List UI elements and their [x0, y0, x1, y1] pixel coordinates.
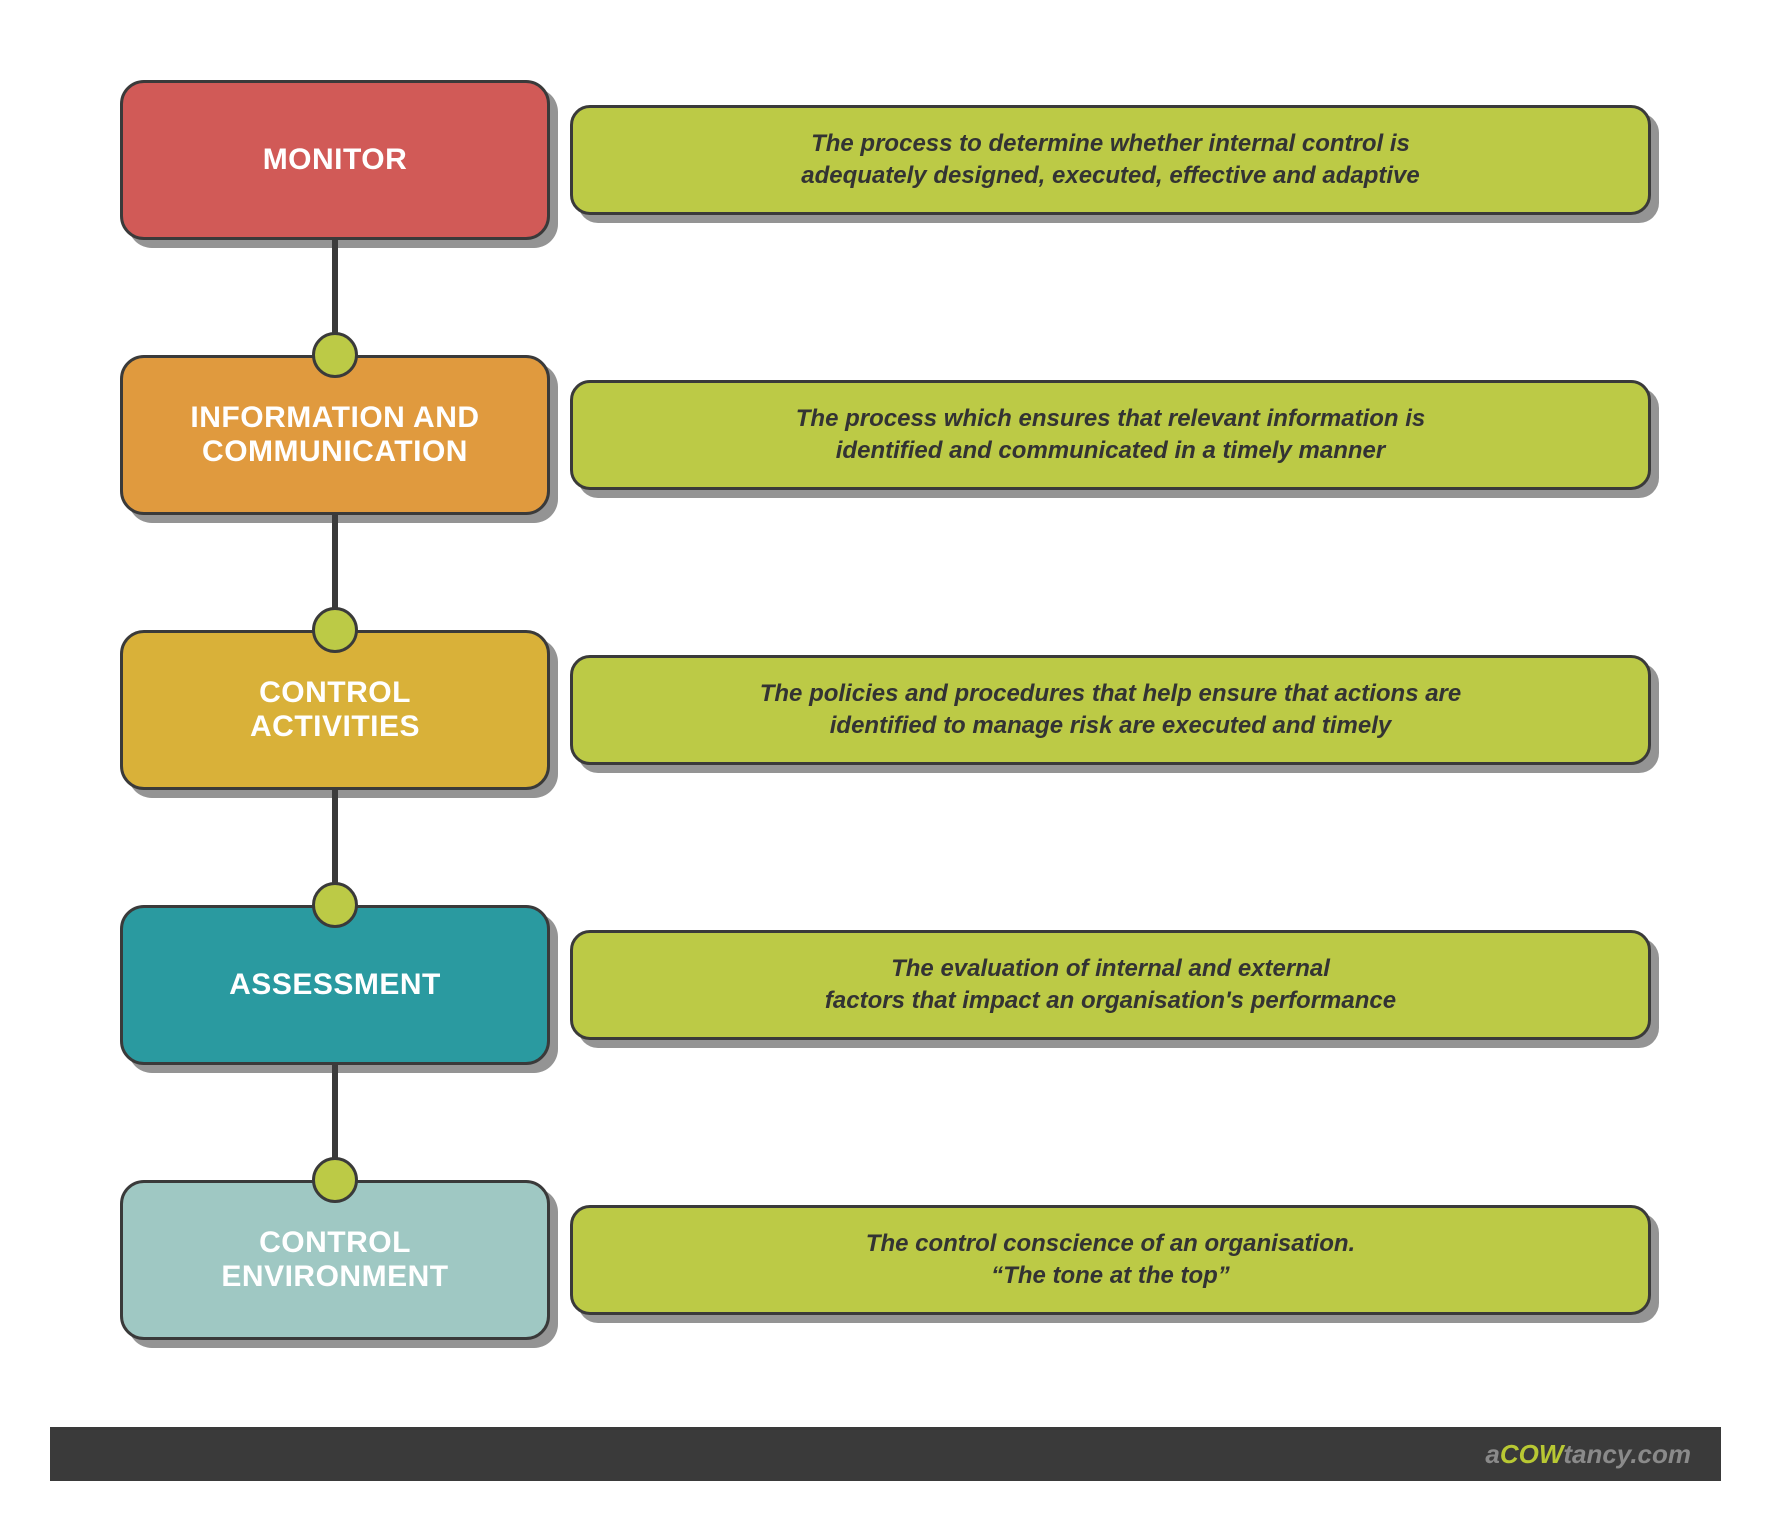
row-information-communication: INFORMATION AND COMMUNICATION The proces…	[120, 355, 1651, 515]
footer-bar: aCOWtancy.com	[50, 1427, 1721, 1481]
title-box-control-activities: CONTROL ACTIVITIES	[120, 630, 550, 790]
desc-text: The process to determine whether interna…	[801, 128, 1419, 193]
desc-text: The evaluation of internal and external …	[825, 953, 1396, 1018]
desc-box-assessment: The evaluation of internal and external …	[570, 930, 1651, 1040]
title-text: INFORMATION AND COMMUNICATION	[190, 401, 479, 470]
connector-ball-1	[312, 332, 358, 378]
row-control-activities: CONTROL ACTIVITIES The policies and proc…	[120, 630, 1651, 790]
footer-text-a: a	[1485, 1439, 1499, 1470]
title-box-monitor: MONITOR	[120, 80, 550, 240]
desc-text: The control conscience of an organisatio…	[866, 1228, 1355, 1293]
connector-ball-2	[312, 607, 358, 653]
title-box-control-environment: CONTROL ENVIRONMENT	[120, 1180, 550, 1340]
desc-box-monitor: The process to determine whether interna…	[570, 105, 1651, 215]
desc-box-information-communication: The process which ensures that relevant …	[570, 380, 1651, 490]
title-text: MONITOR	[263, 143, 408, 178]
row-monitor: MONITOR The process to determine whether…	[120, 80, 1651, 240]
connector-ball-4	[312, 1157, 358, 1203]
desc-text: The policies and procedures that help en…	[760, 678, 1462, 743]
title-box-information-communication: INFORMATION AND COMMUNICATION	[120, 355, 550, 515]
title-text: ASSESSMENT	[229, 968, 441, 1003]
row-control-environment: CONTROL ENVIRONMENT The control conscien…	[120, 1180, 1651, 1340]
desc-text: The process which ensures that relevant …	[796, 403, 1426, 468]
desc-box-control-activities: The policies and procedures that help en…	[570, 655, 1651, 765]
title-text: CONTROL ENVIRONMENT	[221, 1226, 448, 1295]
footer-text-cow: COW	[1500, 1439, 1564, 1470]
row-assessment: ASSESSMENT The evaluation of internal an…	[120, 905, 1651, 1065]
diagram-rows: MONITOR The process to determine whether…	[120, 80, 1651, 1340]
connector-ball-3	[312, 882, 358, 928]
title-text: CONTROL ACTIVITIES	[250, 676, 420, 745]
desc-box-control-environment: The control conscience of an organisatio…	[570, 1205, 1651, 1315]
footer-text-tancy: tancy.com	[1563, 1439, 1691, 1470]
title-box-assessment: ASSESSMENT	[120, 905, 550, 1065]
